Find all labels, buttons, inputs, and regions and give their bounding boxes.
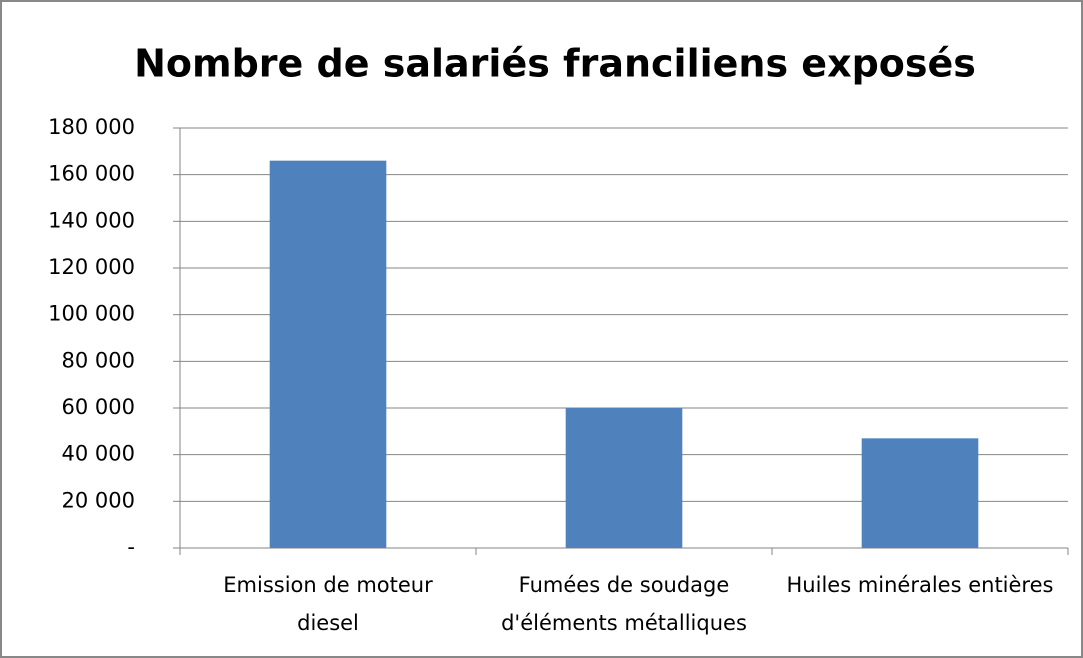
chart-title: Nombre de salariés franciliens exposés	[134, 42, 976, 86]
x-tick-label: Huiles minérales entières	[786, 573, 1054, 597]
y-tick-label: 60 000	[62, 395, 135, 419]
bar	[861, 438, 979, 548]
y-tick-label: 140 000	[48, 208, 135, 232]
bar	[269, 160, 387, 548]
y-tick-label: 80 000	[62, 348, 135, 372]
y-tick-label: 160 000	[48, 162, 135, 186]
x-tick-label: Fumées de soudage d'éléments métalliques	[501, 573, 747, 635]
y-tick-label: 180 000	[48, 115, 135, 139]
y-tick-label: 100 000	[48, 302, 135, 326]
y-tick-label: 20 000	[62, 488, 135, 512]
y-tick-label: 40 000	[62, 442, 135, 466]
y-tick-label: -	[127, 535, 135, 559]
y-tick-label: 120 000	[48, 255, 135, 279]
bar	[565, 408, 683, 548]
x-tick-label: Emission de moteur diesel	[223, 573, 433, 635]
